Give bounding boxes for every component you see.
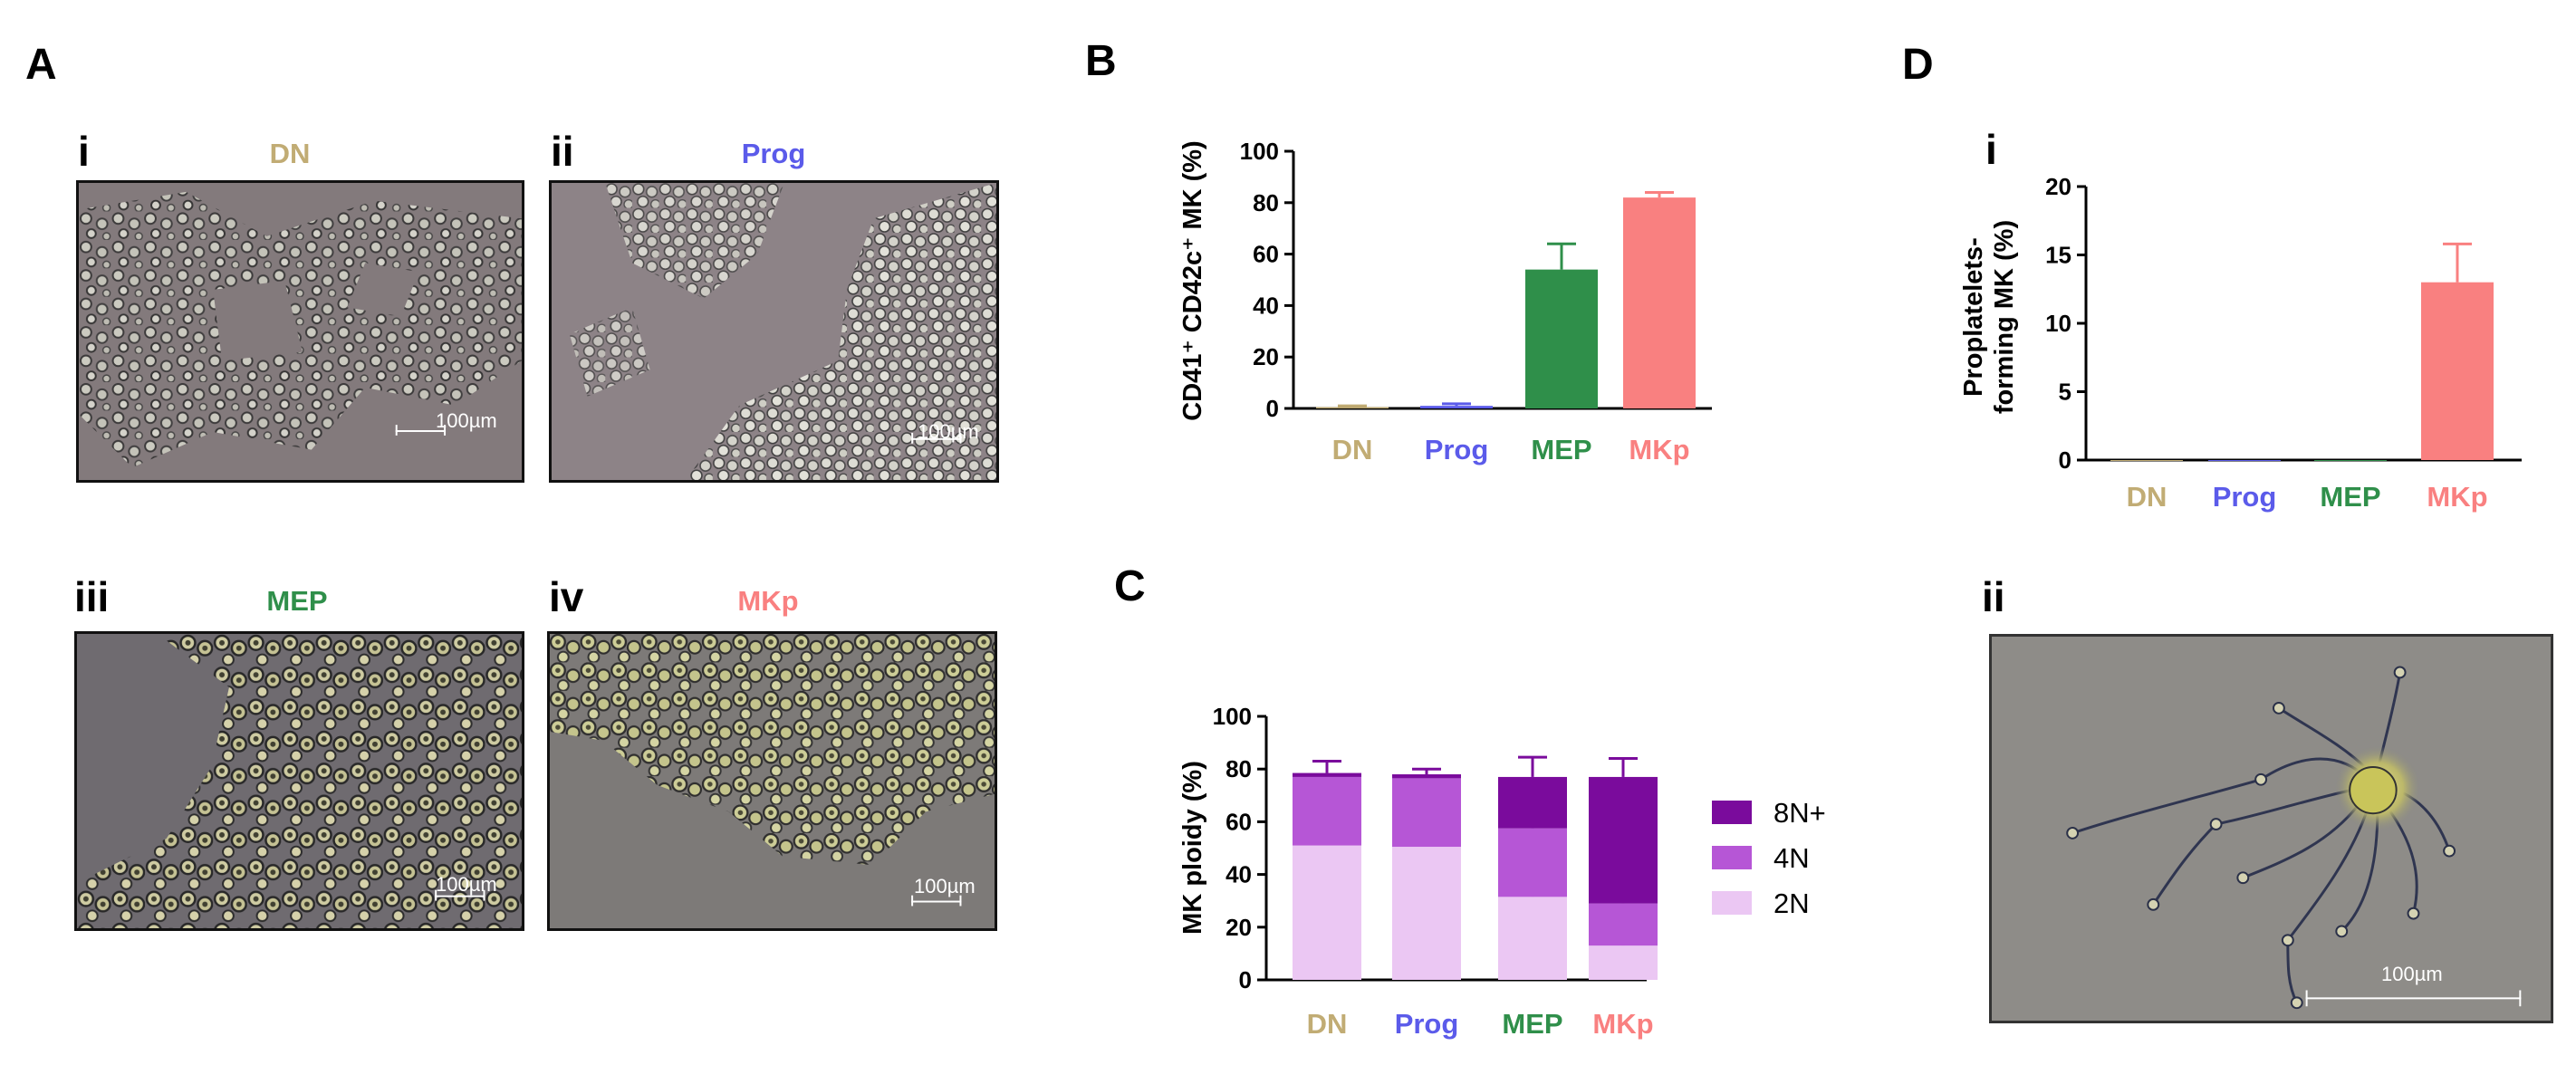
y-tick-label: 0 <box>2059 446 2071 474</box>
y-tick-label: 60 <box>1226 808 1252 835</box>
micrograph-proplatelet-image <box>1992 637 2551 1021</box>
bar-segment-8Nplus <box>1498 776 1567 829</box>
legend-swatch <box>1712 801 1752 824</box>
y-axis-label: CD41⁺ CD42c⁺ MK (%) <box>1178 140 1207 420</box>
bar-segment-8Nplus <box>1293 772 1361 777</box>
panel-d-ii-roman: ii <box>1982 573 2005 620</box>
x-category-label: Prog <box>2213 481 2277 513</box>
image-iv-roman: iv <box>549 573 584 620</box>
y-tick-label: 0 <box>1266 395 1279 422</box>
image-ii-roman: ii <box>551 128 574 175</box>
bar-segment-4N <box>1589 903 1658 946</box>
micrograph-prog: 100µm <box>549 180 999 483</box>
micrograph-prog-image <box>552 183 996 480</box>
micrograph-dn: 100µm <box>76 180 524 483</box>
image-iii-roman: iii <box>74 573 110 620</box>
y-tick-label: 40 <box>1226 861 1252 888</box>
image-iv-label: MKp <box>737 585 799 617</box>
panel-letter-d: D <box>1902 41 1934 89</box>
legend-label: 8N+ <box>1773 797 1826 829</box>
x-category-label: MKp <box>1629 434 1689 465</box>
x-category-label: DN <box>2127 481 2167 513</box>
x-category-label: MEP <box>1531 434 1591 465</box>
y-tick-label: 40 <box>1253 292 1279 319</box>
micrograph-mkp: 100µm <box>547 631 997 931</box>
x-category-label: Prog <box>1395 1008 1459 1040</box>
bar-segment-4N <box>1293 776 1361 846</box>
bar <box>2421 282 2494 460</box>
x-category-label: MKp <box>2427 481 2487 513</box>
y-tick-label: 60 <box>1253 241 1279 268</box>
scale-bar-label: 100µm <box>436 409 497 432</box>
legend-label: 4N <box>1773 842 1810 874</box>
panel-letter-a: A <box>25 41 57 89</box>
bar-segment-8Nplus <box>1589 776 1658 904</box>
legend-label: 2N <box>1773 888 1810 919</box>
y-tick-label: 10 <box>2045 310 2071 337</box>
y-tick-label: 100 <box>1213 703 1252 730</box>
bar <box>2208 460 2281 461</box>
legend-swatch <box>1712 891 1752 915</box>
bar-segment-4N <box>1498 828 1567 897</box>
panel-d-i-roman: i <box>1985 126 1997 173</box>
y-axis-label-line: forming MK (%) <box>1990 220 2019 414</box>
bar <box>1525 269 1598 408</box>
bar <box>2314 460 2387 461</box>
panel-letter-c: C <box>1114 562 1146 610</box>
panel-letter-b: B <box>1085 37 1117 85</box>
micrograph-mkp-image <box>550 634 995 928</box>
bar-segment-2N <box>1392 847 1461 980</box>
y-tick-label: 20 <box>1226 914 1252 941</box>
bar <box>2110 460 2183 461</box>
legend-swatch <box>1712 846 1752 869</box>
y-tick-label: 15 <box>2045 242 2071 269</box>
bar-segment-8Nplus <box>1392 774 1461 779</box>
y-axis-label: Proplatelets-forming MK (%) <box>1959 220 2019 414</box>
scale-bar-label: 100µm <box>914 875 976 897</box>
y-tick-label: 80 <box>1253 189 1279 216</box>
scale-bar-label: 100µm <box>436 873 497 896</box>
image-iii-label: MEP <box>266 585 328 617</box>
x-category-label: Prog <box>1425 434 1489 465</box>
y-tick-label: 20 <box>2045 173 2071 200</box>
x-category-label: MEP <box>1502 1008 1562 1040</box>
y-tick-label: 0 <box>1239 966 1252 993</box>
x-category-label: DN <box>1332 434 1373 465</box>
image-i-label: DN <box>269 138 311 169</box>
scale-bar-label: 100µm <box>918 420 979 443</box>
micrograph-proplatelet: 100µm <box>1989 634 2553 1023</box>
x-category-label: MEP <box>2320 481 2380 513</box>
y-tick-label: 100 <box>1240 138 1279 165</box>
y-tick-label: 20 <box>1253 343 1279 370</box>
x-category-label: DN <box>1307 1008 1348 1040</box>
y-axis-label-line: Proplatelets- <box>1959 237 1988 397</box>
bar-segment-4N <box>1392 778 1461 848</box>
image-i-roman: i <box>78 128 90 175</box>
bar <box>1623 197 1696 408</box>
y-tick-label: 5 <box>2059 379 2071 406</box>
y-tick-label: 80 <box>1226 755 1252 782</box>
bar-segment-2N <box>1293 845 1361 980</box>
bar-segment-2N <box>1498 897 1567 980</box>
scale-bar-label: 100µm <box>2381 963 2443 985</box>
bar <box>1420 406 1493 408</box>
micrograph-mep-image <box>77 634 522 928</box>
micrograph-mep: 100µm <box>74 631 524 931</box>
image-ii-label: Prog <box>741 138 806 169</box>
y-axis-label: MK ploidy (%) <box>1178 761 1207 935</box>
micrograph-dn-image <box>79 183 522 480</box>
bar-segment-2N <box>1589 945 1658 980</box>
x-category-label: MKp <box>1592 1008 1653 1040</box>
